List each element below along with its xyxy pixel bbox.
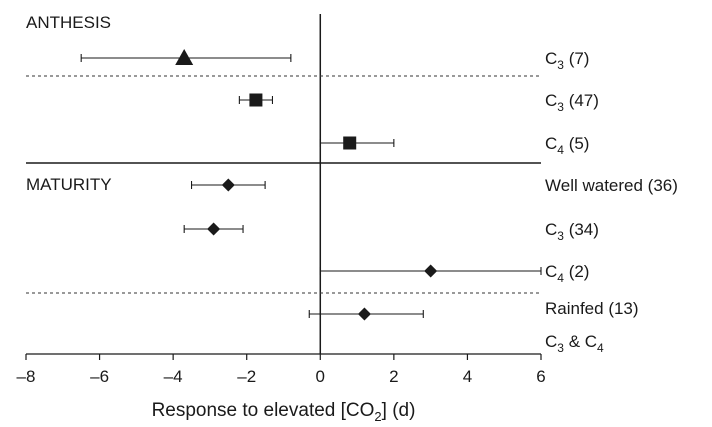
- axes-layer: –8 –6 –4 –2 0 2 4 6: [17, 14, 546, 386]
- diamond-marker: [207, 222, 221, 236]
- marks-layer: [80, 49, 542, 321]
- x-tick-label: 0: [316, 367, 325, 386]
- x-tick-label: –6: [90, 367, 109, 386]
- diamond-marker: [357, 307, 371, 321]
- diamond-marker: [221, 178, 235, 192]
- x-tick-label: 4: [463, 367, 472, 386]
- row-label: C3 (47): [545, 91, 599, 114]
- square-marker: [343, 136, 357, 150]
- x-tick-label: 6: [536, 367, 545, 386]
- row-label: C3 (34): [545, 220, 599, 243]
- labels-layer: C3 (7) C3 (47) C4 (5) Well watered (36) C3 (…: [152, 49, 678, 424]
- section-label-anthesis: ANTHESIS: [26, 13, 111, 32]
- row-label: C3 (7): [545, 49, 589, 72]
- x-tick-label: –8: [17, 367, 36, 386]
- square-marker: [249, 93, 263, 107]
- triangle-marker: [175, 49, 194, 65]
- row-label: Well watered (36): [545, 176, 678, 195]
- x-axis-title: Response to elevated [CO2] (d): [152, 400, 416, 424]
- x-tick-label: 2: [389, 367, 398, 386]
- row-label: C3 & C4: [545, 332, 604, 355]
- section-label-maturity: MATURITY: [26, 175, 112, 194]
- row-label: C4 (5): [545, 134, 589, 157]
- row-label: Rainfed (13): [545, 299, 639, 318]
- row-label: C4 (2): [545, 262, 589, 285]
- x-tick-label: –4: [164, 367, 183, 386]
- diamond-marker: [424, 264, 438, 278]
- x-tick-label: –2: [237, 367, 256, 386]
